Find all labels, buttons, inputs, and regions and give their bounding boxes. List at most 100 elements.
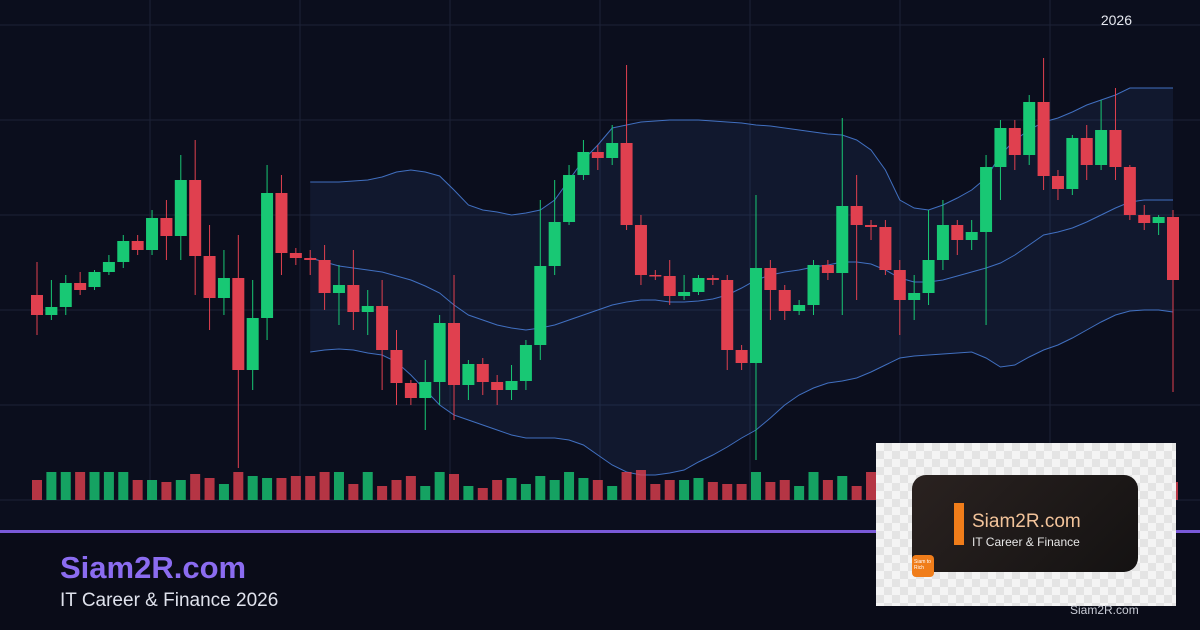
watermark: Siam2R.com xyxy=(1070,603,1139,617)
candle-body xyxy=(1167,217,1179,280)
volume-bar xyxy=(621,472,632,500)
volume-bar xyxy=(506,478,517,500)
volume-bar xyxy=(118,472,129,500)
volume-bar xyxy=(276,478,287,500)
candle-body xyxy=(160,218,173,236)
candle-body xyxy=(203,256,216,298)
volume-bar xyxy=(175,480,186,500)
volume-bar xyxy=(75,472,86,500)
card-logo: Siam to Rich xyxy=(912,555,934,577)
volume-bar xyxy=(750,472,761,500)
volume-bar xyxy=(664,480,675,500)
candle-body xyxy=(850,206,863,225)
candle-body xyxy=(620,143,633,225)
volume-bar xyxy=(822,480,833,500)
candle-body xyxy=(289,253,302,258)
candle-body xyxy=(1023,102,1036,155)
candle-body xyxy=(1138,215,1151,223)
candle-body xyxy=(304,258,317,260)
candle-body xyxy=(1051,176,1064,189)
candle-body xyxy=(706,278,719,280)
candle-body xyxy=(31,295,43,315)
volume-bar xyxy=(578,478,589,500)
candle-body xyxy=(404,383,417,398)
volume-bar xyxy=(434,472,445,500)
candle-body xyxy=(893,270,906,300)
candle-body xyxy=(922,260,935,293)
candle-body xyxy=(1095,130,1108,165)
candle-body xyxy=(88,272,101,287)
candle-body xyxy=(994,128,1007,167)
candle-body xyxy=(448,323,461,385)
volume-bar xyxy=(204,478,215,500)
candle-body xyxy=(1152,217,1165,223)
candle-body xyxy=(189,180,202,256)
volume-bar xyxy=(161,482,172,500)
volume-bar xyxy=(779,480,790,500)
volume-bar xyxy=(420,486,431,500)
volume-bar xyxy=(592,480,603,500)
volume-bar xyxy=(607,486,618,500)
volume-bar xyxy=(391,480,402,500)
card-panel xyxy=(912,475,1138,572)
candle-body xyxy=(879,227,892,270)
volume-bar xyxy=(377,486,388,500)
candle-body xyxy=(649,275,662,277)
volume-bar xyxy=(635,470,646,500)
volume-bar xyxy=(722,484,733,500)
candle-body xyxy=(721,280,734,350)
candle-body xyxy=(476,364,489,382)
volume-bar xyxy=(333,472,344,500)
candle-body xyxy=(232,278,245,370)
volume-bar xyxy=(549,480,560,500)
candle-body xyxy=(174,180,187,236)
candle-body xyxy=(563,175,576,222)
volume-bar xyxy=(132,480,143,500)
card-accent xyxy=(954,503,964,545)
volume-bar xyxy=(736,484,747,500)
candle-body xyxy=(376,306,389,350)
volume-bar xyxy=(362,472,373,500)
volume-bar xyxy=(535,476,546,500)
volume-bar xyxy=(463,486,474,500)
card-name: Siam2R.com xyxy=(972,511,1081,532)
candle-body xyxy=(951,225,964,240)
candle-body xyxy=(361,306,374,312)
candle-body xyxy=(217,278,230,298)
volume-bar xyxy=(290,476,301,500)
candle-body xyxy=(735,350,748,363)
candle-body xyxy=(936,225,949,260)
brand: Siam2R.com xyxy=(60,550,247,585)
candle-body xyxy=(1008,128,1021,155)
volume-bar xyxy=(89,472,100,500)
volume-bar xyxy=(262,478,273,500)
candle-body xyxy=(591,152,604,158)
candle-body xyxy=(764,268,777,290)
volume-bar xyxy=(679,480,690,500)
candle-body xyxy=(347,285,360,312)
candle-body xyxy=(606,143,619,158)
volume-bar xyxy=(477,488,488,500)
volume-bar xyxy=(348,484,359,500)
candle-body xyxy=(462,364,475,385)
candle-body xyxy=(117,241,130,262)
candle-body xyxy=(1123,167,1136,215)
volume-bar xyxy=(32,480,42,500)
candle-body xyxy=(390,350,403,383)
candle-body xyxy=(131,241,144,250)
candle-body xyxy=(634,225,647,275)
volume-bar xyxy=(707,482,718,500)
volume-bar xyxy=(60,472,71,500)
volume-bar xyxy=(564,472,575,500)
volume-bar xyxy=(520,484,531,500)
candle-body xyxy=(965,232,978,240)
candle-body xyxy=(836,206,849,273)
candle-body xyxy=(491,382,504,390)
candle-body xyxy=(980,167,993,232)
volume-bar xyxy=(305,476,316,500)
volume-bar xyxy=(449,474,460,500)
candle-body xyxy=(1037,102,1050,176)
candle-body xyxy=(318,260,331,293)
candle-body xyxy=(749,268,762,363)
volume-bar xyxy=(190,474,201,500)
